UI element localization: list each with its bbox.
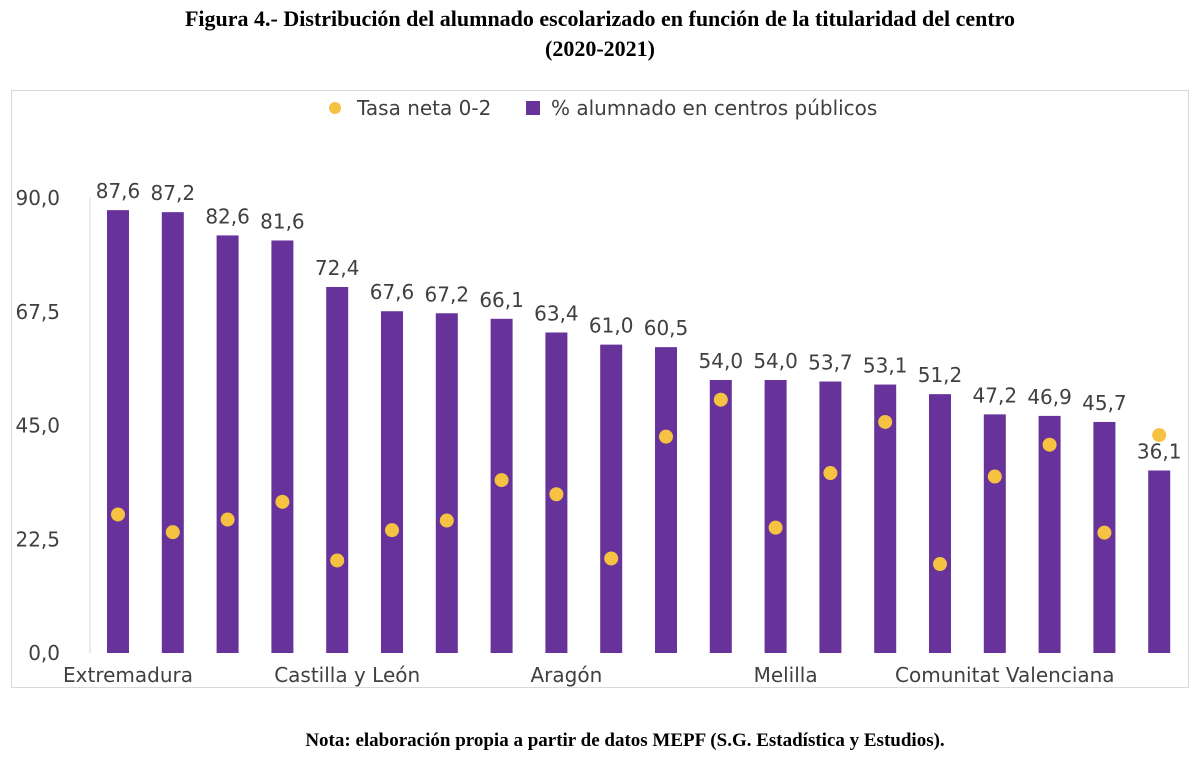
tasa-dot (1042, 437, 1057, 452)
x-tick-label: Comunitat Valenciana (895, 663, 1115, 687)
tasa-dot (439, 513, 454, 528)
chart-title: Figura 4.- Distribución del alumnado esc… (0, 4, 1200, 64)
bar-value-label: 45,7 (1082, 391, 1127, 415)
bar-value-label: 72,4 (315, 256, 360, 280)
tasa-dot (549, 487, 564, 502)
y-tick-label: 67,5 (15, 300, 60, 324)
bar (600, 344, 623, 653)
bar-value-label: 81,6 (260, 209, 305, 233)
bar-value-label: 53,1 (863, 354, 908, 378)
legend: Tasa neta 0-2 % alumnado en centros públ… (329, 96, 877, 120)
bar (929, 394, 951, 653)
bar (764, 380, 787, 653)
tasa-dot (385, 523, 399, 538)
legend-dot-marker (329, 102, 341, 114)
x-tick-label: Melilla (754, 663, 818, 687)
y-tick-label: 0,0 (28, 641, 60, 665)
tasa-dot (713, 392, 728, 407)
bar-value-label: 66,1 (479, 288, 524, 312)
x-axis: Extremadura Castilla y León Aragón Melilla C… (63, 663, 1115, 687)
tasa-dot (1097, 525, 1112, 540)
bar-value-label: 87,6 (96, 179, 141, 203)
x-tick-label: Extremadura (63, 663, 193, 687)
bar (1038, 415, 1061, 653)
bar-value-label: 54,0 (753, 349, 798, 373)
bar (709, 380, 732, 653)
chart-frame (11, 90, 1189, 688)
tasa-dot (330, 553, 345, 568)
bar-value-label: 36,1 (1137, 439, 1182, 463)
tasa-dot (878, 414, 893, 429)
bar (1148, 470, 1171, 653)
bars (107, 210, 1171, 653)
dots (111, 392, 1167, 572)
x-tick-label: Aragón (531, 663, 603, 687)
tasa-dot (111, 507, 125, 522)
chart-title-line2: (2020-2021) (545, 36, 655, 61)
bar-value-label: 82,6 (205, 204, 250, 228)
bar-value-label: 51,2 (918, 363, 963, 387)
y-tick-label: 90,0 (15, 186, 60, 210)
source-note: Nota: elaboración propia a partir de dat… (305, 730, 945, 751)
bar-value-label: 54,0 (699, 349, 744, 373)
y-tick-label: 22,5 (15, 527, 60, 551)
bar-value-label: 63,4 (534, 301, 579, 325)
bar-value-label: 47,2 (973, 383, 1018, 407)
bar (326, 286, 349, 653)
y-tick-label: 45,0 (15, 414, 60, 438)
y-axis: 0,0 22,5 45,0 67,5 90,0 (15, 186, 60, 665)
bar (161, 212, 184, 653)
tasa-dot (823, 466, 838, 481)
legend-label-tasa: Tasa neta 0-2 (356, 96, 491, 120)
bar (381, 311, 403, 653)
bar-value-label: 53,7 (808, 351, 853, 375)
legend-bar-marker (526, 101, 540, 115)
legend-label-publicos: % alumnado en centros públicos (551, 96, 877, 120)
bar-value-label: 67,6 (370, 280, 415, 304)
bar (271, 240, 294, 653)
chart-title-line1: Figura 4.- Distribución del alumnado esc… (184, 6, 1016, 31)
bar (435, 313, 458, 653)
bar-value-label: 87,2 (151, 181, 196, 205)
bar (655, 347, 677, 653)
bar-value-label: 61,0 (589, 314, 634, 338)
tasa-dot (604, 551, 619, 566)
bar (819, 381, 842, 653)
tasa-dot (494, 473, 509, 488)
bar-value-label: 46,9 (1027, 385, 1072, 409)
bar (216, 235, 239, 653)
tasa-dot (659, 429, 673, 444)
bar (874, 384, 897, 653)
tasa-dot (1152, 428, 1167, 443)
bar-value-label: 60,5 (644, 316, 689, 340)
tasa-dot (933, 557, 947, 572)
tasa-dot (987, 469, 1002, 484)
tasa-dot (165, 525, 180, 540)
tasa-dot (768, 520, 783, 535)
tasa-dot (220, 512, 235, 527)
tasa-dot (275, 494, 290, 509)
bar-labels: 87,6 87,2 82,6 81,6 72,4 67,6 67,2 66,1 63,4 61,0… (96, 179, 1182, 463)
bar-value-label: 67,2 (425, 282, 470, 306)
bar (983, 414, 1006, 653)
bar (107, 210, 129, 653)
x-tick-label: Castilla y León (274, 663, 420, 687)
